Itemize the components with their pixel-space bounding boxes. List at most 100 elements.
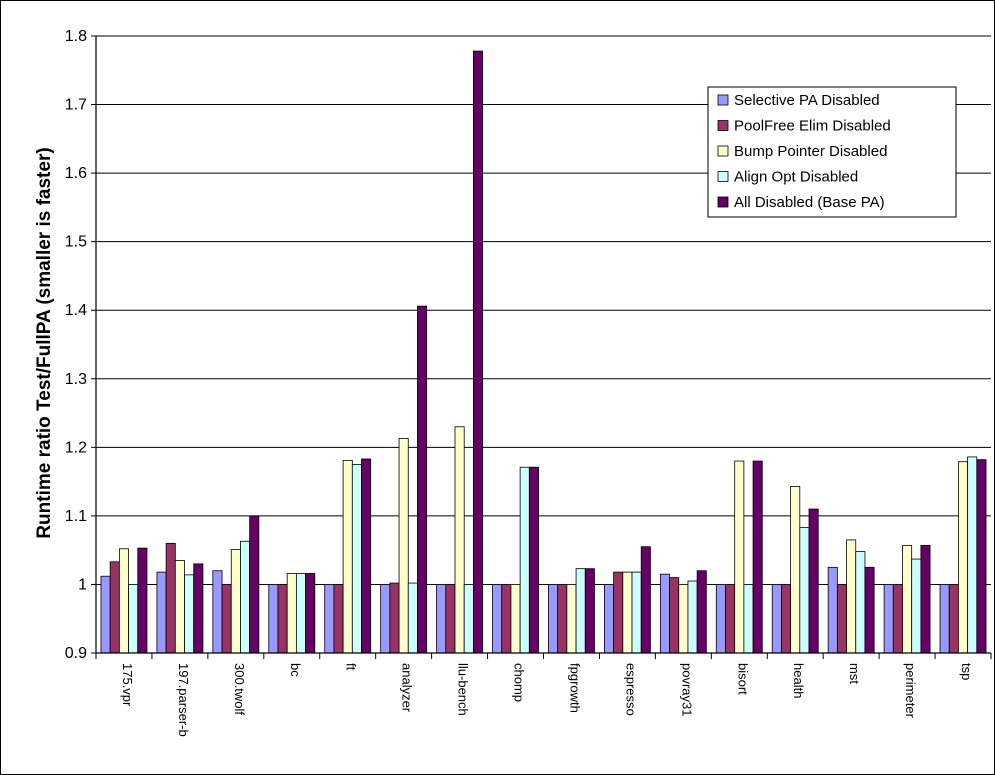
bar bbox=[407, 582, 418, 654]
bar bbox=[604, 584, 615, 654]
bar bbox=[939, 584, 950, 654]
bar bbox=[976, 459, 987, 654]
bar bbox=[920, 544, 931, 654]
bar bbox=[109, 561, 120, 654]
bar bbox=[230, 549, 241, 654]
bar bbox=[249, 515, 260, 654]
bar bbox=[584, 568, 595, 654]
bar bbox=[221, 584, 232, 654]
y-axis-title: Runtime ratio Test/FullPA (smaller is fa… bbox=[34, 147, 55, 538]
x-tick-label: 300.twolf bbox=[232, 663, 247, 715]
bar bbox=[958, 461, 969, 654]
legend-label: Selective PA Disabled bbox=[734, 92, 880, 109]
x-tick-label: llu-bench bbox=[456, 663, 471, 716]
legend-swatch bbox=[717, 196, 729, 208]
bar bbox=[781, 584, 792, 654]
x-tick-label: fpgrowth bbox=[567, 663, 582, 713]
x-tick-labels: 175.vpr 197.parser-b 300.twolf bc ft analyzer… bbox=[120, 663, 974, 737]
bar bbox=[622, 571, 633, 654]
x-tick-label: bc bbox=[288, 663, 303, 677]
bar bbox=[687, 580, 698, 654]
bar bbox=[575, 568, 586, 654]
bar bbox=[156, 571, 167, 654]
legend-swatch bbox=[717, 145, 729, 157]
bar bbox=[492, 584, 503, 654]
bar bbox=[743, 584, 754, 654]
bar bbox=[436, 584, 447, 654]
bar bbox=[277, 584, 288, 654]
bar bbox=[902, 544, 913, 654]
bar bbox=[836, 584, 847, 654]
bar bbox=[212, 570, 223, 654]
bar bbox=[892, 584, 903, 654]
y-tick-label: 0.9 bbox=[65, 645, 87, 662]
legend-label: Bump Pointer Disabled bbox=[734, 143, 887, 160]
bar bbox=[967, 456, 978, 654]
bar bbox=[472, 50, 483, 654]
bar bbox=[519, 466, 530, 654]
bar bbox=[799, 527, 810, 654]
bar bbox=[295, 573, 306, 654]
bar bbox=[305, 573, 316, 654]
bar bbox=[557, 584, 568, 654]
y-tick-label: 1.3 bbox=[65, 371, 87, 388]
y-tick-labels: 0.9 1 1.1 1.2 1.3 1.4 1.5 1.6 1.7 1.8 bbox=[65, 28, 87, 662]
bar bbox=[389, 582, 400, 654]
bar bbox=[911, 558, 922, 654]
legend-swatch bbox=[717, 120, 729, 131]
bar bbox=[128, 584, 139, 654]
bar bbox=[174, 560, 185, 654]
bar bbox=[613, 571, 624, 654]
bar bbox=[463, 584, 474, 654]
bar bbox=[864, 566, 875, 654]
y-tick-label: 1.4 bbox=[65, 302, 87, 319]
bar bbox=[398, 438, 409, 654]
x-tick-label: perimeter bbox=[903, 663, 918, 719]
bar bbox=[184, 574, 195, 654]
x-tick-label: chomp bbox=[512, 663, 527, 702]
bar bbox=[501, 584, 512, 654]
bar bbox=[286, 573, 297, 654]
bar bbox=[137, 547, 148, 654]
bar bbox=[566, 584, 577, 654]
legend-swatch bbox=[717, 171, 729, 182]
bar bbox=[715, 584, 726, 654]
x-tick-label: espresso bbox=[623, 663, 638, 716]
bar bbox=[445, 584, 456, 654]
legend-label: PoolFree Elim Disabled bbox=[734, 118, 891, 135]
bar bbox=[100, 575, 111, 654]
y-tick-label: 1.2 bbox=[65, 439, 87, 456]
bar bbox=[240, 540, 251, 654]
bar bbox=[808, 508, 819, 654]
y-tick-label: 1.6 bbox=[65, 165, 87, 182]
y-tick-label: 1 bbox=[78, 576, 87, 593]
bar bbox=[827, 566, 838, 654]
bar bbox=[631, 571, 642, 654]
bar bbox=[696, 570, 707, 654]
bar bbox=[948, 584, 959, 654]
axes bbox=[91, 35, 992, 659]
x-tick-label: bisort bbox=[735, 663, 750, 695]
bar bbox=[669, 577, 680, 654]
bar bbox=[268, 584, 279, 654]
x-tick-label: mst bbox=[847, 663, 862, 684]
bar bbox=[118, 548, 129, 654]
x-tick-label: 197.parser-b bbox=[176, 663, 191, 737]
bar bbox=[342, 459, 353, 654]
bars bbox=[100, 50, 987, 654]
bar bbox=[380, 584, 391, 654]
legend-label: Align Opt Disabled bbox=[734, 169, 858, 186]
y-tick-label: 1.8 bbox=[65, 28, 87, 45]
bar bbox=[752, 460, 763, 654]
bar bbox=[333, 584, 344, 654]
bar bbox=[640, 546, 651, 654]
bar bbox=[659, 573, 670, 654]
bar bbox=[771, 584, 782, 654]
legend-label: All Disabled (Base PA) bbox=[734, 194, 885, 211]
bar bbox=[846, 539, 857, 654]
bar bbox=[454, 426, 465, 654]
legend: Selective PA Disabled PoolFree Elim Disab… bbox=[707, 86, 957, 218]
y-tick-label: 1.5 bbox=[65, 234, 87, 251]
